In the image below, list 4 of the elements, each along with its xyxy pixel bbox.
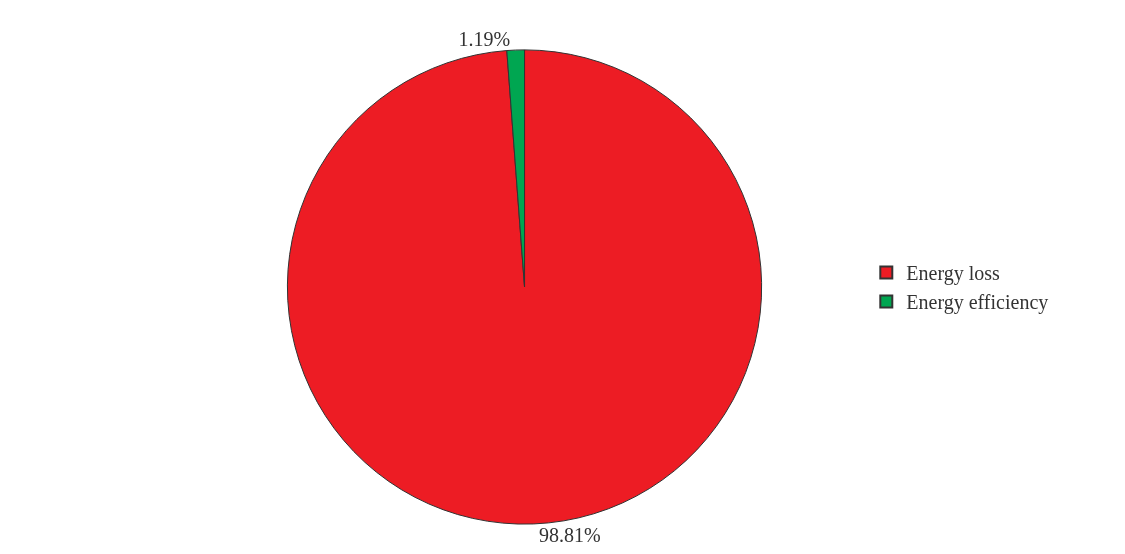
data-label: 1.19%	[458, 28, 511, 51]
data-label: 98.81%	[538, 523, 601, 546]
legend-label: Energy loss	[906, 262, 1001, 286]
legend-label: Energy efficiency	[906, 291, 1049, 315]
